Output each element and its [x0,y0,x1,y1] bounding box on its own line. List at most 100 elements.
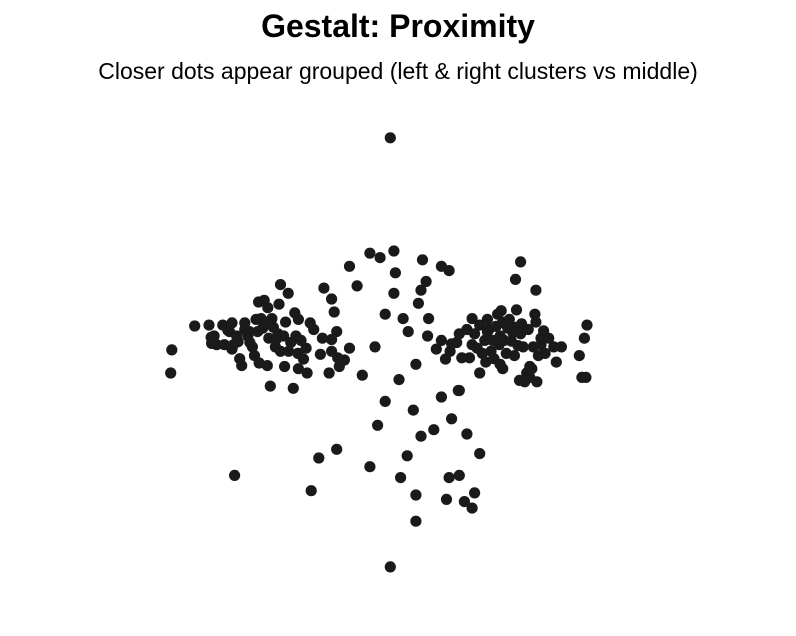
scatter-point [379,395,391,407]
scatter-point [313,452,325,464]
scatter-point [255,313,267,325]
scatter-point [550,356,562,368]
scatter-point [573,350,585,362]
scatter-point [524,360,536,373]
scatter-point [412,297,424,309]
scatter-point [203,319,215,331]
scatter-point [435,334,447,346]
scatter-point [531,376,543,388]
scatter-point [415,430,427,442]
scatter-point [384,561,396,573]
scatter-point [435,260,447,272]
scatter-point [395,472,407,484]
scatter-point [274,345,287,357]
scatter-point [555,341,568,353]
scatter-point [165,367,177,379]
scatter-point [401,450,413,462]
scatter-point [415,284,427,296]
scatter-point [274,279,287,291]
scatter-point [446,413,458,425]
scatter-point [300,342,312,354]
scatter-point [262,302,274,314]
scatter-point [372,419,384,431]
scatter-point [474,367,486,379]
scatter-point [316,332,328,344]
scatter-point [430,343,442,355]
scatter-point [515,256,527,268]
scatter-point [508,350,520,362]
scatter-point [374,252,386,264]
scatter-point [416,254,429,266]
scatter-point [428,424,440,436]
scatter-point [389,267,401,279]
scatter-point [410,358,422,370]
scatter-point [530,284,542,296]
scatter-point [301,367,313,379]
scatter-point [410,489,422,501]
scatter-point [446,338,458,350]
points-layer [165,132,593,573]
scatter-point [503,313,515,325]
scatter-point [456,352,468,364]
scatter-point [402,326,414,338]
scatter-point [443,472,455,484]
scatter-point [494,358,506,370]
scatter-point [530,316,542,328]
scatter-point [297,353,310,365]
scatter-point [535,339,547,351]
scatter-point [481,313,493,325]
scatter-point [510,304,523,316]
scatter-point [440,493,453,505]
scatter-point [292,363,304,375]
scatter-point [323,367,335,379]
scatter-point [580,371,592,383]
scatter-point [397,313,409,325]
scatter-point [279,360,291,373]
scatter-point [581,319,593,331]
scatter-point [266,313,278,325]
scatter-point [273,298,285,310]
scatter-point [393,374,405,386]
scatter-point [305,485,317,497]
scatter-point [351,280,363,292]
scatter-point [495,305,507,317]
scatter-point [261,360,273,372]
scatter-point [239,317,251,329]
scatter-point [343,342,356,354]
scatter-point [452,384,464,397]
scatter-point [331,326,343,338]
scatter-point [246,341,258,353]
scatter-point [229,469,241,481]
scatter-point [326,293,338,305]
scatter-point [461,428,473,440]
chart-subtitle: Closer dots appear grouped (left & right… [98,58,698,84]
scatter-point [283,345,295,357]
scatter-point [264,380,276,392]
scatter-point [458,496,470,508]
scatter-point [211,339,223,351]
scatter-point [331,443,343,455]
scatter-point [282,287,294,299]
scatter-point [287,382,299,394]
scatter-point [466,502,478,514]
scatter-point [236,360,248,372]
scatter-point [384,132,396,144]
scatter-point [423,313,435,325]
scatter-point [189,320,201,332]
scatter-point [318,282,330,294]
scatter-point [388,245,400,257]
scatter-point [435,391,447,403]
scatter-point [243,326,255,338]
scatter-point [466,313,478,325]
scatter-point [364,247,376,259]
scatter-point [280,316,292,328]
scatter-point [474,448,486,460]
scatter-point [410,515,422,527]
scatter-point [232,336,244,348]
scatter-point [338,354,350,366]
scatter-point [226,317,238,329]
scatter-point [292,313,304,325]
scatter-point [388,287,400,299]
scatter-point [453,328,465,340]
